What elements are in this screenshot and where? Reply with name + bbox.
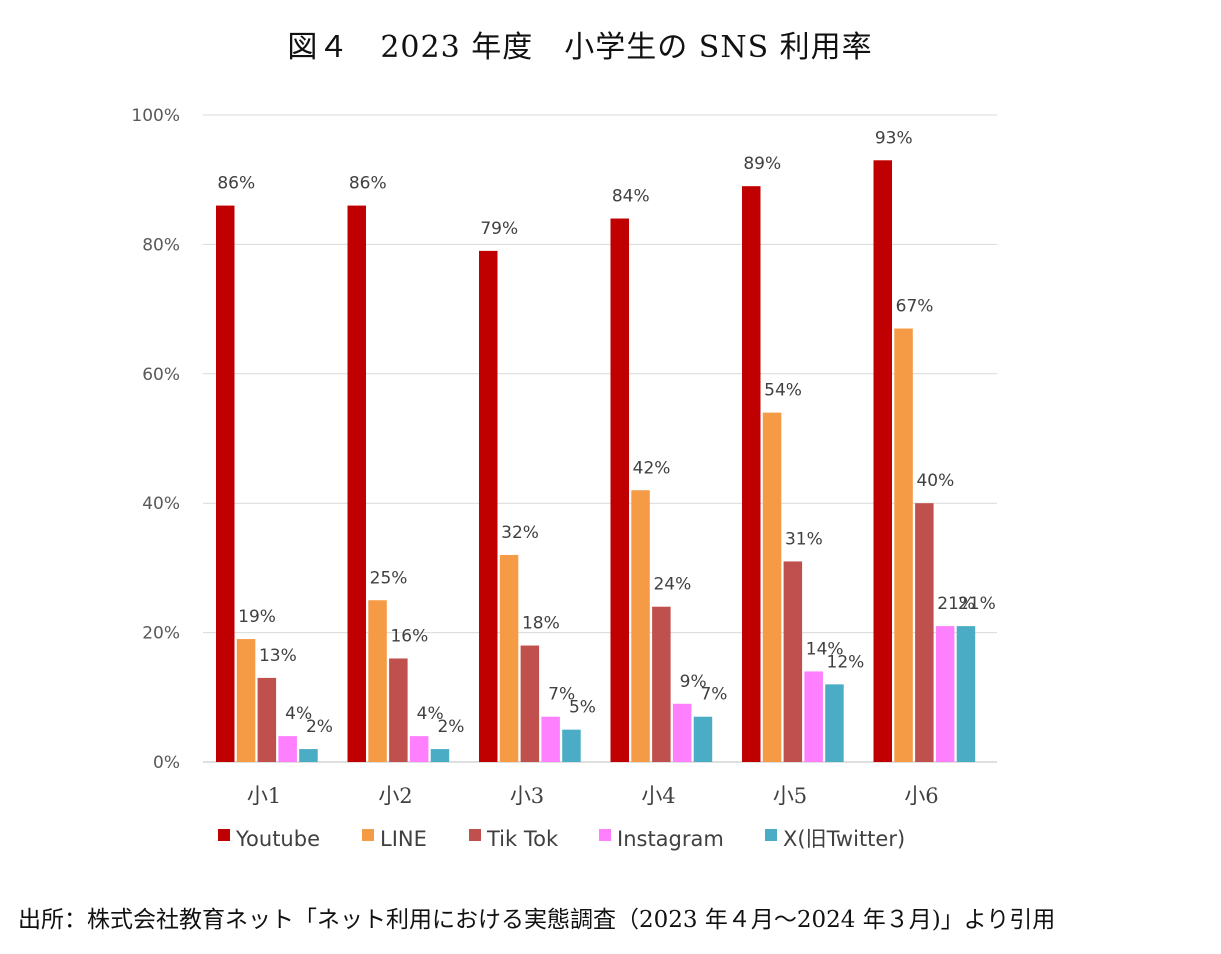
data-label: 21%	[937, 594, 975, 614]
y-tick-label: 60%	[142, 365, 180, 385]
data-label: 4%	[417, 704, 444, 724]
data-label: 18%	[522, 614, 560, 634]
y-tick-label: 100%	[131, 106, 180, 126]
bar	[804, 671, 823, 762]
legend-swatch	[469, 829, 481, 841]
x-tick-label: 小1	[247, 784, 281, 808]
legend-label: Instagram	[617, 827, 724, 851]
data-label: 2%	[437, 717, 464, 737]
bar	[783, 561, 803, 762]
data-label: 12%	[827, 652, 865, 672]
figure-title: 図４ 2023 年度 小学生の SNS 利用率	[287, 30, 873, 65]
bar	[299, 749, 318, 762]
data-label: 7%	[548, 685, 575, 705]
legend-swatch	[218, 829, 230, 841]
x-tick-label: 小4	[641, 784, 675, 808]
y-tick-label: 80%	[142, 235, 180, 255]
bar	[693, 716, 713, 762]
y-tick-label: 0%	[153, 753, 180, 773]
data-label: 79%	[480, 219, 518, 239]
bar	[389, 658, 408, 762]
data-label: 89%	[743, 154, 781, 174]
bar	[541, 716, 560, 762]
data-labels: 86%19%13%4%2%86%25%16%4%2%79%32%18%7%5%8…	[217, 128, 995, 737]
bar	[825, 684, 844, 762]
bar	[347, 205, 366, 762]
data-label: 84%	[612, 187, 650, 207]
x-tick-label: 小6	[904, 784, 938, 808]
bar	[935, 626, 955, 762]
data-label: 21%	[958, 594, 996, 614]
bar	[742, 186, 761, 763]
legend-label: Tik Tok	[486, 827, 559, 851]
x-tick-label: 小2	[378, 784, 412, 808]
bar	[520, 645, 540, 762]
data-label: 86%	[349, 174, 387, 194]
bar	[956, 626, 976, 762]
data-label: 24%	[653, 575, 691, 595]
bar	[631, 490, 650, 762]
data-label: 93%	[875, 128, 913, 148]
bar	[257, 677, 277, 762]
data-label: 9%	[680, 672, 707, 692]
bar	[894, 328, 913, 762]
data-label: 2%	[306, 717, 333, 737]
data-label: 25%	[370, 568, 408, 588]
data-label: 4%	[285, 704, 312, 724]
data-label: 14%	[806, 639, 844, 659]
bar	[368, 600, 387, 762]
data-label: 13%	[259, 646, 297, 666]
legend-label: X(旧Twitter)	[783, 827, 905, 851]
bar	[915, 503, 934, 762]
data-label: 54%	[764, 381, 802, 401]
bar	[672, 703, 692, 762]
legend-label: LINE	[380, 827, 427, 851]
data-label: 19%	[238, 607, 276, 627]
bar	[499, 554, 519, 762]
data-label: 31%	[785, 529, 823, 549]
bar	[278, 736, 297, 762]
legend-swatch	[362, 829, 374, 841]
data-label: 86%	[217, 174, 255, 194]
legend: Youtube LINE Tik Tok Instagram X(旧Twitter)	[218, 827, 905, 851]
data-label: 67%	[896, 297, 934, 317]
data-label: 40%	[916, 471, 954, 491]
bar	[652, 606, 671, 762]
legend-swatch	[599, 829, 611, 841]
bar	[430, 749, 450, 762]
y-tick-label: 40%	[142, 494, 180, 514]
bar	[236, 639, 256, 762]
bar	[409, 736, 429, 762]
y-tick-label: 20%	[142, 624, 180, 644]
legend-label: Youtube	[235, 827, 320, 851]
bar	[762, 412, 782, 762]
x-tick-label: 小3	[510, 784, 544, 808]
data-label: 16%	[390, 626, 428, 646]
data-label: 5%	[569, 698, 596, 718]
data-label: 32%	[501, 523, 539, 543]
x-axis-ticks: 小1 小2 小3 小4 小5 小6	[247, 784, 939, 808]
legend-swatch	[765, 829, 777, 841]
x-tick-label: 小5	[773, 784, 807, 808]
source-note: 出所：株式会社教育ネット「ネット利用における実態調査（2023 年４月〜2024…	[18, 907, 1056, 933]
bars	[216, 160, 976, 763]
gridlines	[203, 114, 997, 763]
bar	[216, 205, 235, 762]
data-label: 42%	[633, 458, 671, 478]
data-label: 7%	[700, 685, 727, 705]
bar	[479, 250, 498, 762]
y-axis-ticks: 0% 20% 40% 60% 80% 100%	[131, 106, 180, 773]
bar	[562, 729, 581, 762]
bar	[610, 218, 629, 762]
bar	[873, 160, 892, 763]
